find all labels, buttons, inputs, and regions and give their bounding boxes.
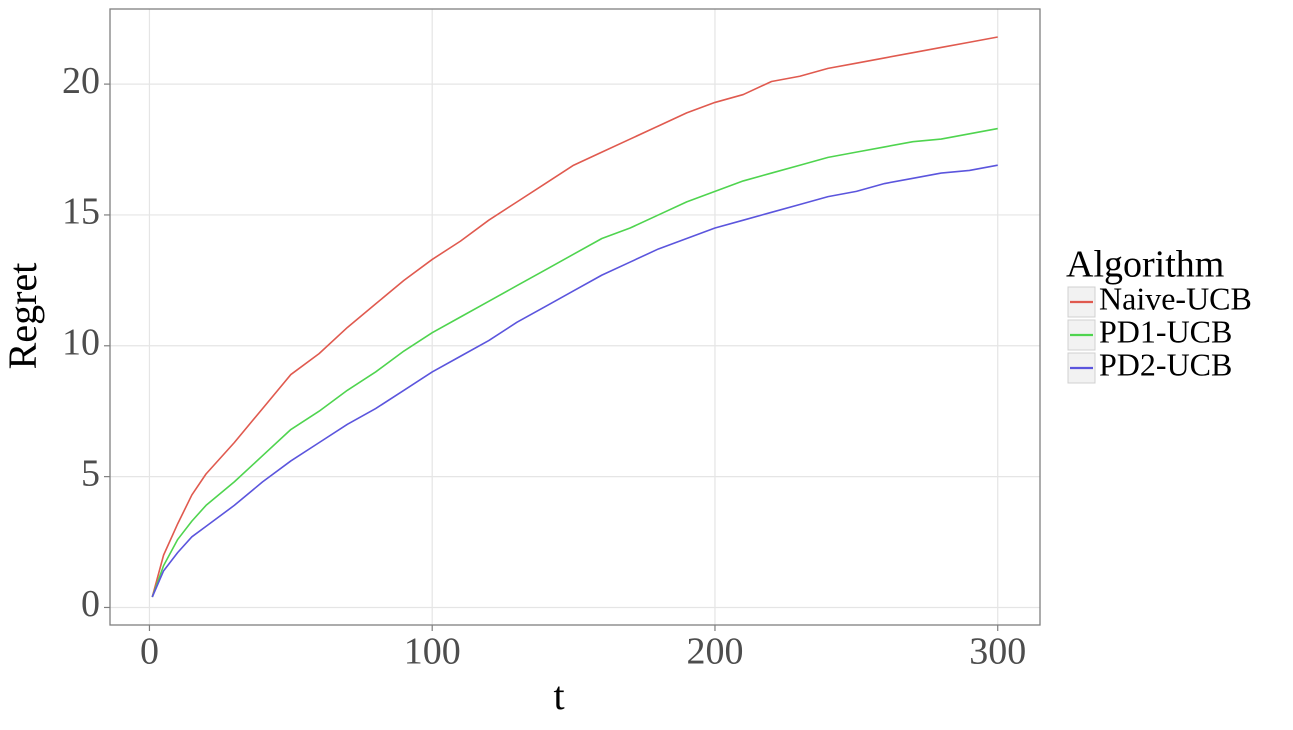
- x-tick-label: 200: [686, 631, 743, 673]
- x-axis-title: t: [553, 673, 564, 718]
- x-tick-label: 0: [140, 631, 159, 673]
- x-tick-label: 100: [404, 631, 461, 673]
- legend-title: Algorithm: [1066, 244, 1224, 286]
- x-tick-label: 300: [969, 631, 1026, 673]
- line: [151, 127, 998, 598]
- legend-label: PD1-UCB: [1099, 313, 1232, 349]
- line: [151, 164, 998, 598]
- y-tick-label: 10: [62, 322, 100, 364]
- y-tick-label: 0: [81, 583, 100, 625]
- y-tick-label: 15: [62, 191, 100, 233]
- line: [151, 36, 998, 598]
- y-tick-label: 20: [62, 60, 100, 102]
- y-tick-label: 5: [81, 452, 100, 494]
- legend-label: Naive-UCB: [1099, 280, 1252, 316]
- plot-background: [110, 9, 1040, 625]
- y-axis-title: Regret: [0, 263, 45, 370]
- legend-label: PD2-UCB: [1099, 346, 1232, 382]
- panel-border: [109, 8, 1041, 626]
